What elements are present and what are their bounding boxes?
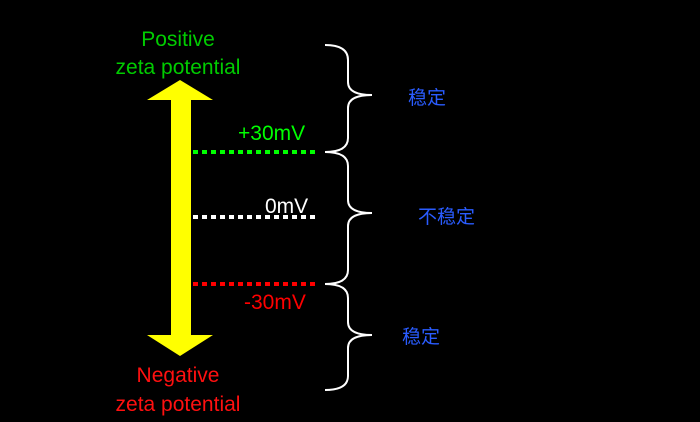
brace-bottom <box>324 283 373 391</box>
brace-middle <box>324 151 373 285</box>
brace-top <box>324 44 373 153</box>
positive-label-line2: zeta potential <box>115 56 241 79</box>
negative-label-line2: zeta potential <box>115 393 241 416</box>
level-label-minus30: -30mV <box>244 291 306 314</box>
region-label-stable-top: 稳定 <box>408 87 447 109</box>
level-label-zero: 0mV <box>265 195 309 218</box>
positive-label-line1: Positive <box>141 28 215 51</box>
region-label-stable-bottom: 稳定 <box>402 326 441 348</box>
negative-label-line1: Negative <box>136 364 220 387</box>
double-arrow <box>147 80 213 356</box>
level-label-plus30: +30mV <box>238 122 306 145</box>
region-label-unstable: 不稳定 <box>418 206 476 228</box>
